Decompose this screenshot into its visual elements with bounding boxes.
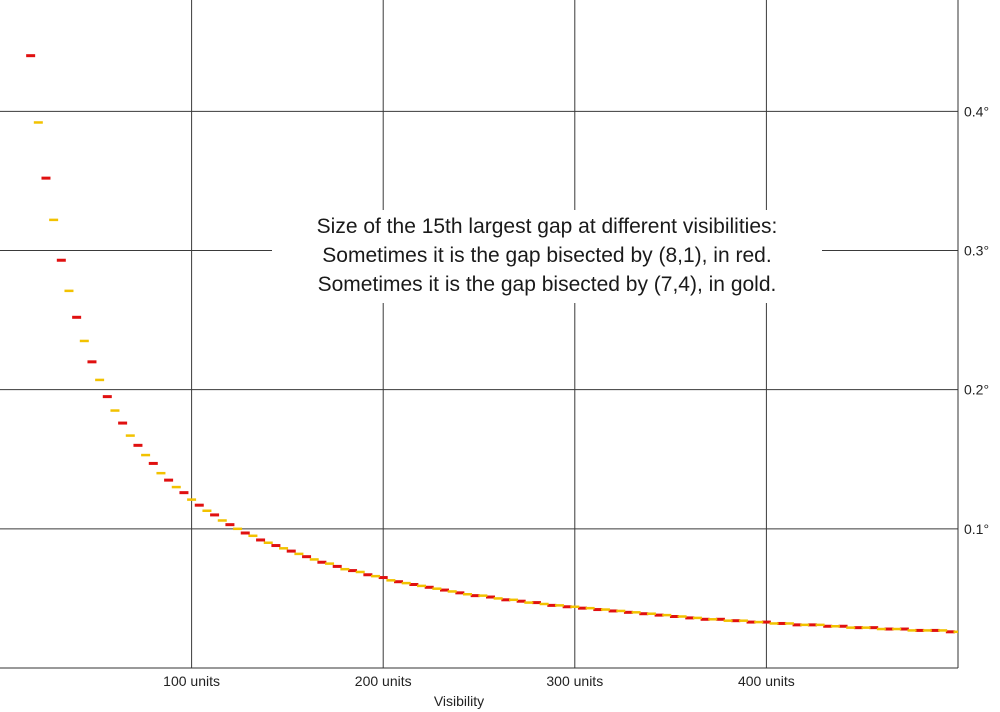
x-tick-label: 100 units xyxy=(163,673,220,689)
x-tick-label: 400 units xyxy=(738,673,795,689)
y-tick-label: 0.3° xyxy=(964,243,989,259)
data-marks xyxy=(26,54,958,634)
grid xyxy=(0,0,958,668)
y-tick-label: 0.1° xyxy=(964,521,989,537)
y-tick-label: 0.2° xyxy=(964,382,989,398)
annotation-line-3: Sometimes it is the gap bisected by (7,4… xyxy=(317,273,777,296)
axes xyxy=(0,0,959,669)
tick-labels: 100 units 200 units 300 units 400 units 0.1°… xyxy=(163,103,989,689)
annotation-line-1: Size of the 15th largest gap at differen… xyxy=(316,215,778,238)
chart-annotation: Size of the 15th largest gap at differen… xyxy=(272,210,822,303)
x-tick-label: 200 units xyxy=(355,673,412,689)
y-tick-label: 0.4° xyxy=(964,103,989,119)
x-axis-label: Visibility xyxy=(434,693,484,709)
x-tick-label: 300 units xyxy=(546,673,603,689)
annotation-line-2: Sometimes it is the gap bisected by (8,1… xyxy=(322,244,772,267)
